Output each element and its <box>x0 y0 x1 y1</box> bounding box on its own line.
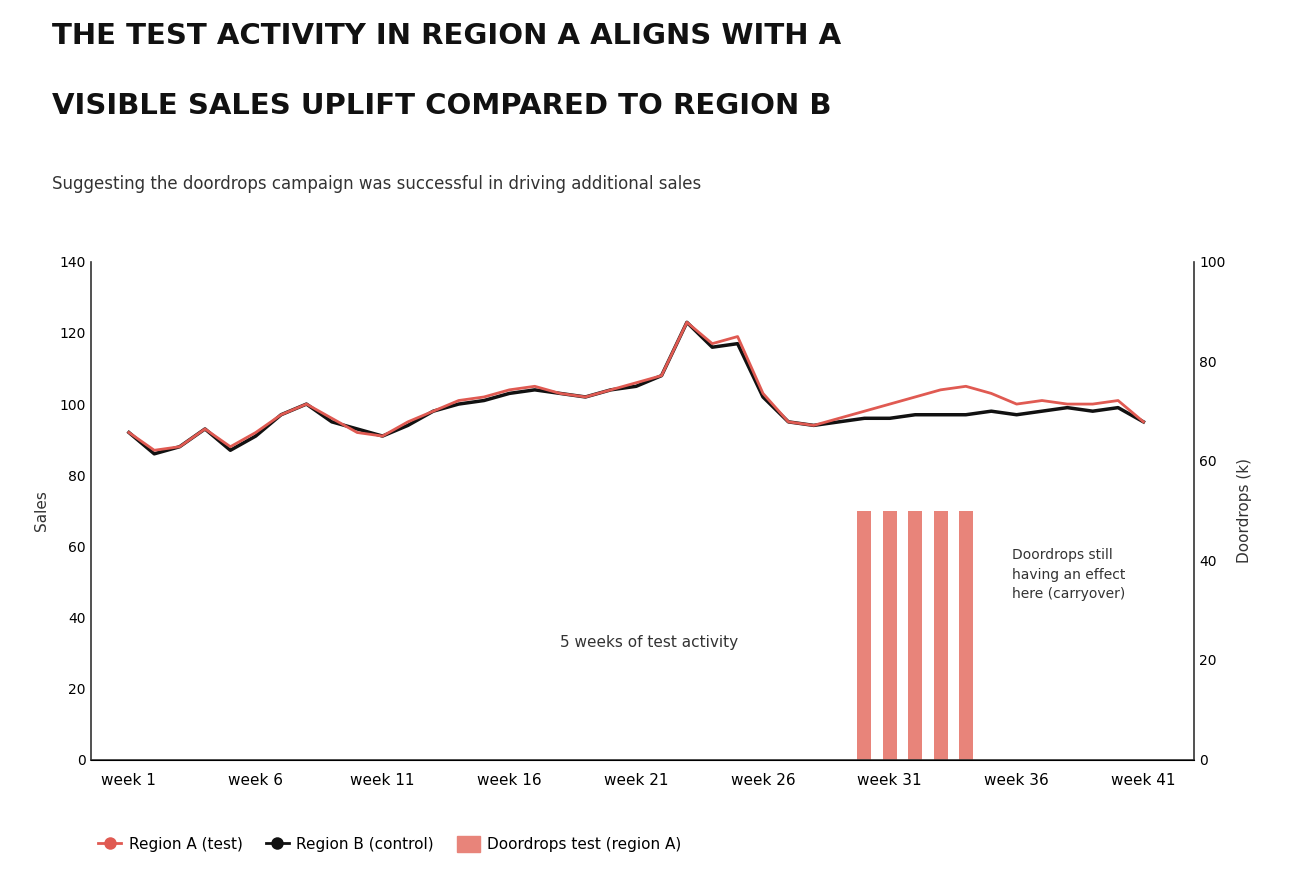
Y-axis label: Doordrops (k): Doordrops (k) <box>1237 458 1251 563</box>
Text: Doordrops still
having an effect
here (carryover): Doordrops still having an effect here (c… <box>1011 548 1125 601</box>
Y-axis label: Sales: Sales <box>34 491 48 531</box>
Bar <box>909 511 922 760</box>
Text: 5 weeks of test activity: 5 weeks of test activity <box>559 635 739 650</box>
Bar <box>959 511 974 760</box>
Text: Suggesting the doordrops campaign was successful in driving additional sales: Suggesting the doordrops campaign was su… <box>52 175 701 193</box>
Text: THE TEST ACTIVITY IN REGION A ALIGNS WITH A: THE TEST ACTIVITY IN REGION A ALIGNS WIT… <box>52 22 841 50</box>
Legend: Region A (test), Region B (control), Doordrops test (region A): Region A (test), Region B (control), Doo… <box>99 836 681 852</box>
Text: VISIBLE SALES UPLIFT COMPARED TO REGION B: VISIBLE SALES UPLIFT COMPARED TO REGION … <box>52 92 832 120</box>
Bar <box>858 511 871 760</box>
Bar <box>883 511 897 760</box>
Bar <box>933 511 948 760</box>
